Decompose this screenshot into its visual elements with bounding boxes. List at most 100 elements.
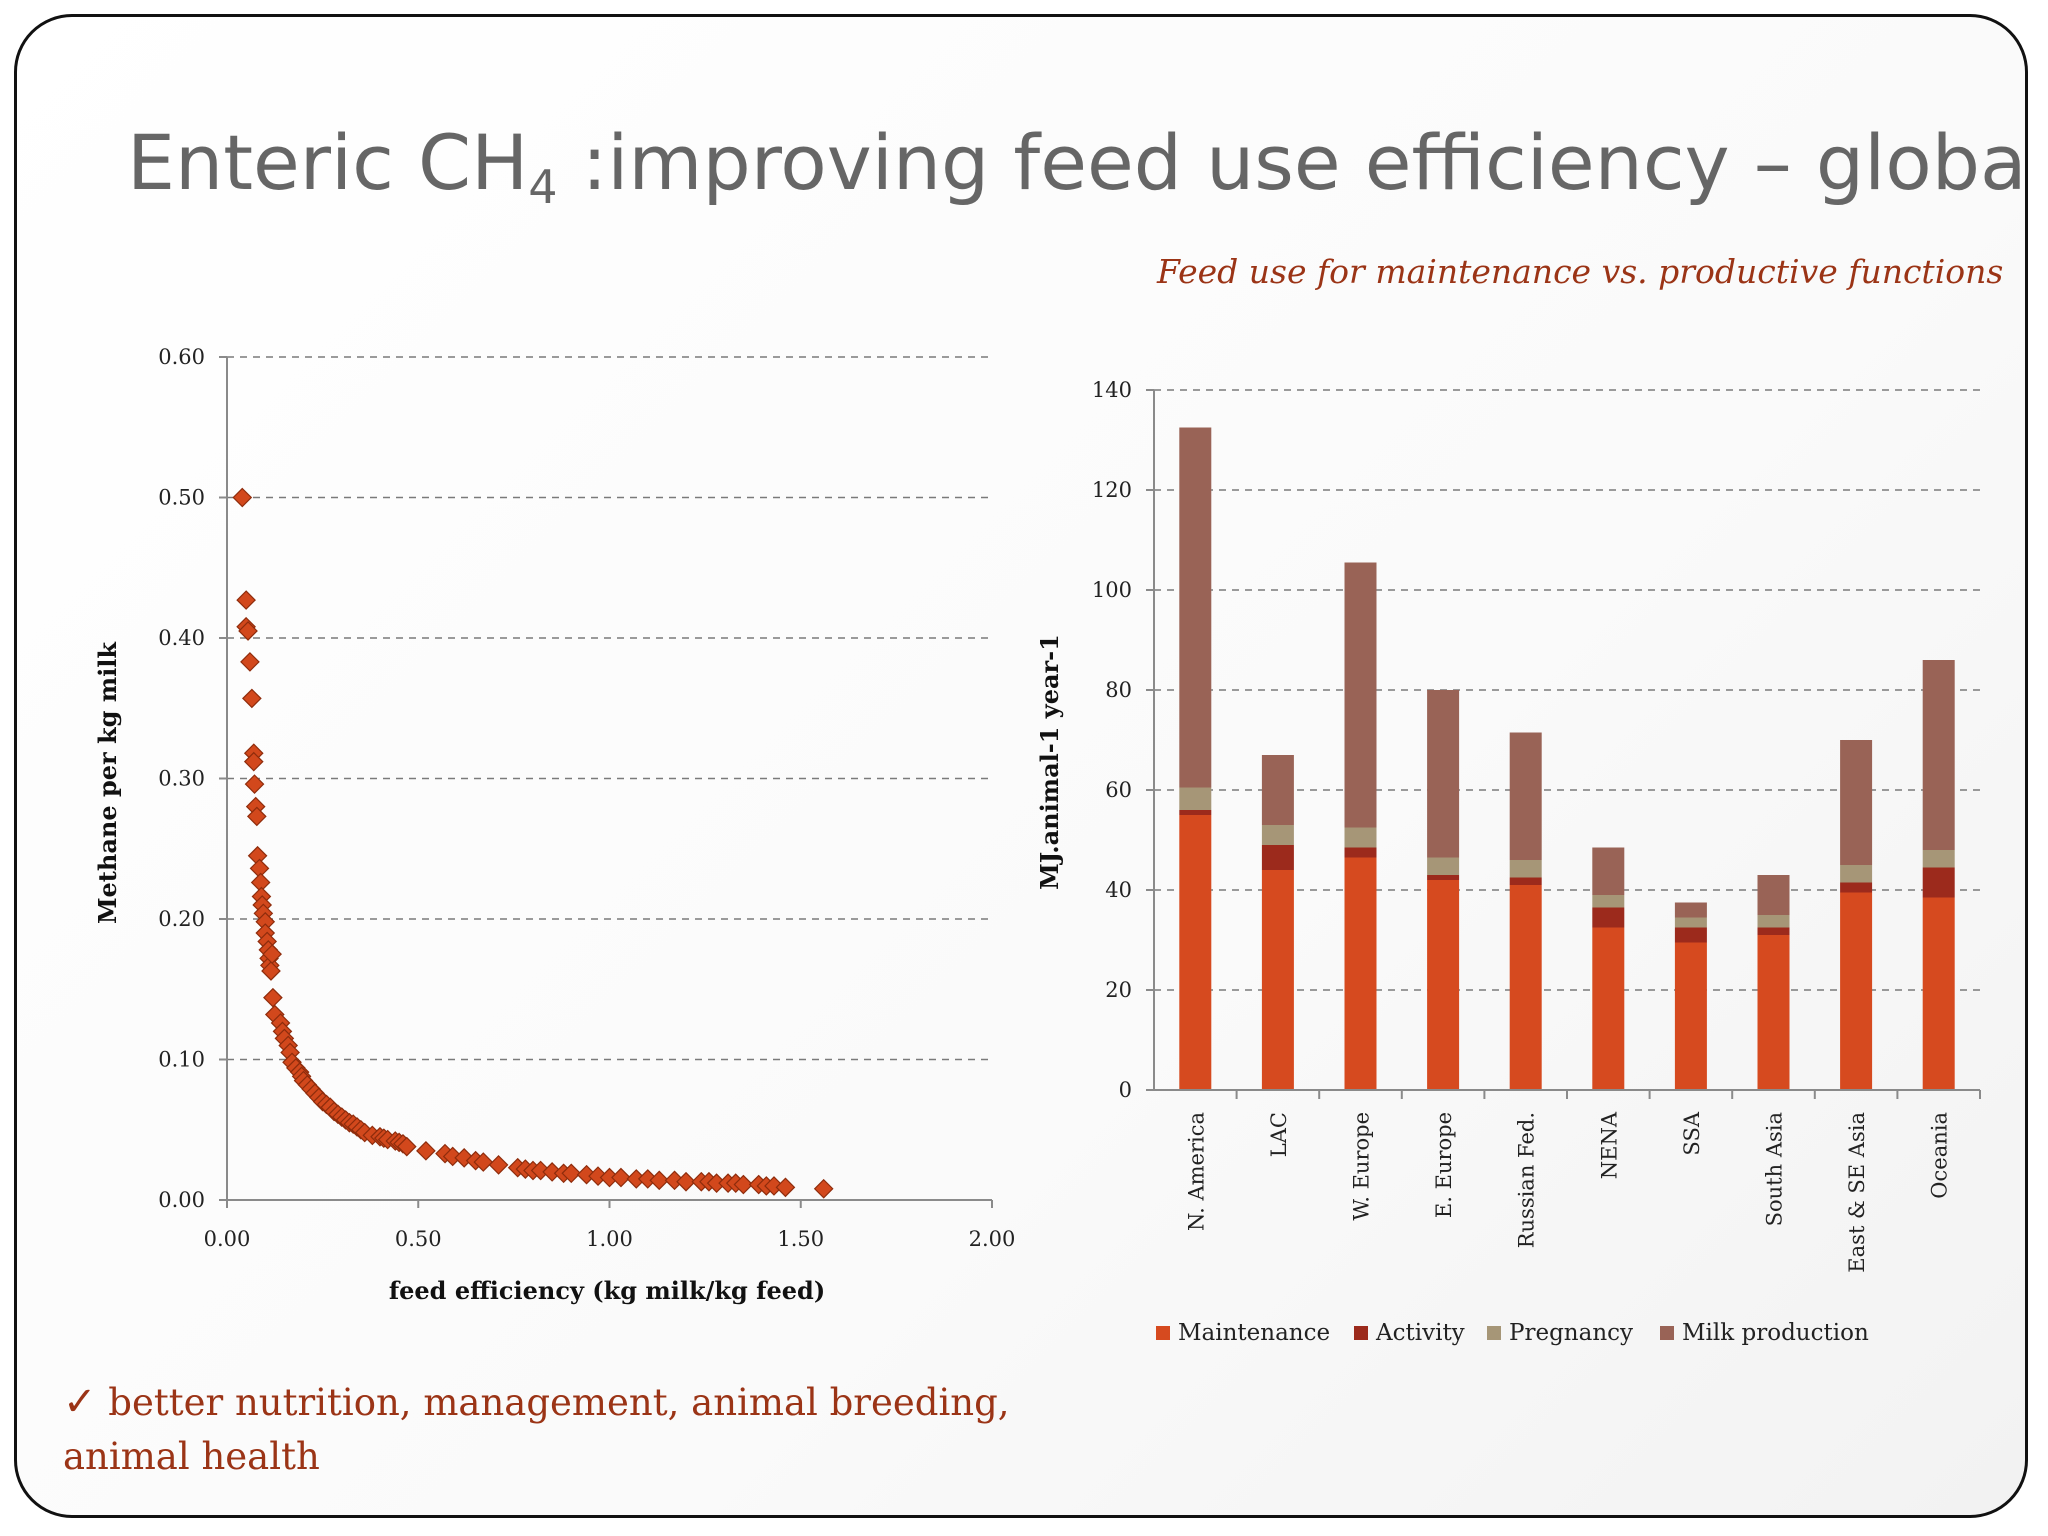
bar-legend: Maintenance Activity Pregnancy Milk product… (1156, 1320, 1869, 1346)
scatter-point (442, 1146, 463, 1167)
bar-segment (1674, 927, 1707, 943)
scatter-point (396, 1136, 417, 1157)
slide-title: Enteric CH4 :improving feed use efficien… (127, 117, 2028, 215)
scatter-point (576, 1164, 597, 1185)
scatter-point (244, 774, 265, 794)
scatter-point (637, 1169, 658, 1189)
scatter-point (813, 1178, 834, 1199)
bar-segment (1592, 927, 1625, 1090)
bar-category-label: Russian Fed. (1515, 1112, 1539, 1248)
scatter-point (242, 688, 262, 709)
bar-segments (1179, 427, 1955, 1090)
scatter-point (243, 751, 264, 772)
bar-segment (1509, 877, 1542, 885)
scatter-x-tick-label: 1.50 (777, 1227, 824, 1251)
bar-y-axis-label: MJ.animal-1 year-1 (1035, 634, 1064, 890)
scatter-point (262, 944, 282, 964)
scatter-axes (219, 356, 993, 1208)
legend-label: Maintenance (1178, 1320, 1330, 1346)
bar-segment (1757, 935, 1790, 1090)
bar-segment (1344, 827, 1377, 848)
scatter-point (664, 1170, 685, 1191)
bar-segment (1674, 902, 1707, 918)
scatter-point (611, 1167, 631, 1188)
legend-label: Pregnancy (1509, 1320, 1633, 1346)
scatter-point (238, 621, 258, 641)
bar-segment (1344, 847, 1377, 858)
legend-swatch (1660, 1326, 1674, 1340)
bar-tick-labels: 0 20 40 60 80 100 120 140 N. America LAC W. Europe… (1092, 378, 1952, 1273)
bar-segment (1840, 882, 1873, 893)
bullet-text: better nutrition, management, animal bre… (63, 1381, 1010, 1478)
bar-segment (1922, 660, 1955, 850)
bar-segment (1179, 810, 1212, 815)
bar-segment (1592, 847, 1625, 895)
bar-segment (1757, 915, 1790, 928)
bar-segment (1427, 690, 1460, 858)
scatter-point (649, 1170, 670, 1191)
scatter-x-tick-label: 0.00 (204, 1227, 251, 1251)
scatter-gridlines (227, 356, 992, 1061)
bar-segment (1922, 850, 1955, 868)
bar-segment (1179, 427, 1212, 788)
bar-segment (1840, 892, 1873, 1090)
bar-segment (1261, 870, 1294, 1090)
scatter-y-tick-label: 0.00 (158, 1188, 205, 1212)
bar-category-label: LAC (1267, 1112, 1291, 1157)
legend-swatch (1354, 1326, 1368, 1340)
scatter-point (588, 1166, 608, 1186)
bar-category-label: NENA (1597, 1111, 1621, 1179)
scatter-x-tick-label: 2.00 (969, 1227, 1016, 1251)
bar-segment (1509, 860, 1542, 878)
scatter-y-tick-label: 0.30 (158, 767, 205, 791)
scatter-point (473, 1152, 494, 1172)
bar-y-tick-label: 20 (1105, 978, 1132, 1002)
bar-chart-subtitle: Feed use for maintenance vs. productive … (1157, 252, 2004, 291)
charts-canvas: 0.00 0.10 0.20 0.30 0.40 0.50 0.60 0.00 0.50 1.00… (93, 345, 1981, 1346)
scatter-point (764, 1176, 784, 1196)
bar-segment (1840, 740, 1873, 865)
legend-swatch (1487, 1326, 1501, 1340)
bar-axes (1146, 389, 1981, 1099)
bar-segment (1427, 875, 1460, 880)
bullet-point: ✓ better nutrition, management, animal b… (63, 1375, 1063, 1484)
stacked-bar-chart: 0 20 40 60 80 100 120 140 N. America LAC W. Europe… (1035, 378, 1981, 1346)
scatter-point (676, 1171, 696, 1192)
scatter-y-tick-label: 0.40 (158, 626, 205, 650)
bar-segment (1674, 917, 1707, 928)
bar-segment (1427, 880, 1460, 1090)
legend-label: Milk production (1682, 1320, 1869, 1346)
bar-segment (1179, 815, 1212, 1090)
scatter-y-tick-label: 0.60 (158, 345, 205, 369)
scatter-x-tick-label: 0.50 (395, 1227, 442, 1251)
bar-y-tick-label: 80 (1105, 678, 1132, 702)
bar-segment (1344, 562, 1377, 828)
bar-category-label: Oceania (1928, 1112, 1952, 1199)
bar-segment (1922, 867, 1955, 898)
title-subscript: 4 (528, 160, 558, 214)
bar-segment (1757, 875, 1790, 915)
bar-y-tick-label: 40 (1105, 878, 1132, 902)
scatter-y-tick-label: 0.50 (158, 486, 205, 510)
bar-segment (1922, 897, 1955, 1090)
bar-segment (1840, 865, 1873, 883)
title-rest: :improving feed use efficiency – global (557, 118, 2028, 207)
bar-category-label: E. Europe (1432, 1112, 1456, 1218)
scatter-point (488, 1155, 509, 1175)
scatter-point (530, 1160, 551, 1181)
scatter-x-axis-label: feed efficiency (kg milk/kg feed) (389, 1276, 825, 1305)
bar-y-tick-label: 140 (1092, 378, 1132, 402)
checkmark-icon: ✓ (63, 1379, 97, 1425)
scatter-y-axis-label: Methane per kg milk (93, 641, 122, 924)
bar-segment (1757, 927, 1790, 935)
bar-segment (1592, 907, 1625, 928)
bar-category-label: East & SE Asia (1845, 1112, 1869, 1273)
scatter-tick-labels: 0.00 0.10 0.20 0.30 0.40 0.50 0.60 0.00 0.50 1.00… (158, 345, 1015, 1251)
scatter-chart: 0.00 0.10 0.20 0.30 0.40 0.50 0.60 0.00 0.50 1.00… (93, 345, 1015, 1305)
bar-segment (1509, 732, 1542, 860)
bar-segment (1674, 942, 1707, 1090)
bar-segment (1592, 895, 1625, 908)
bar-segment (1427, 857, 1460, 875)
scatter-point (416, 1140, 436, 1161)
title-main: Enteric CH (127, 118, 529, 207)
